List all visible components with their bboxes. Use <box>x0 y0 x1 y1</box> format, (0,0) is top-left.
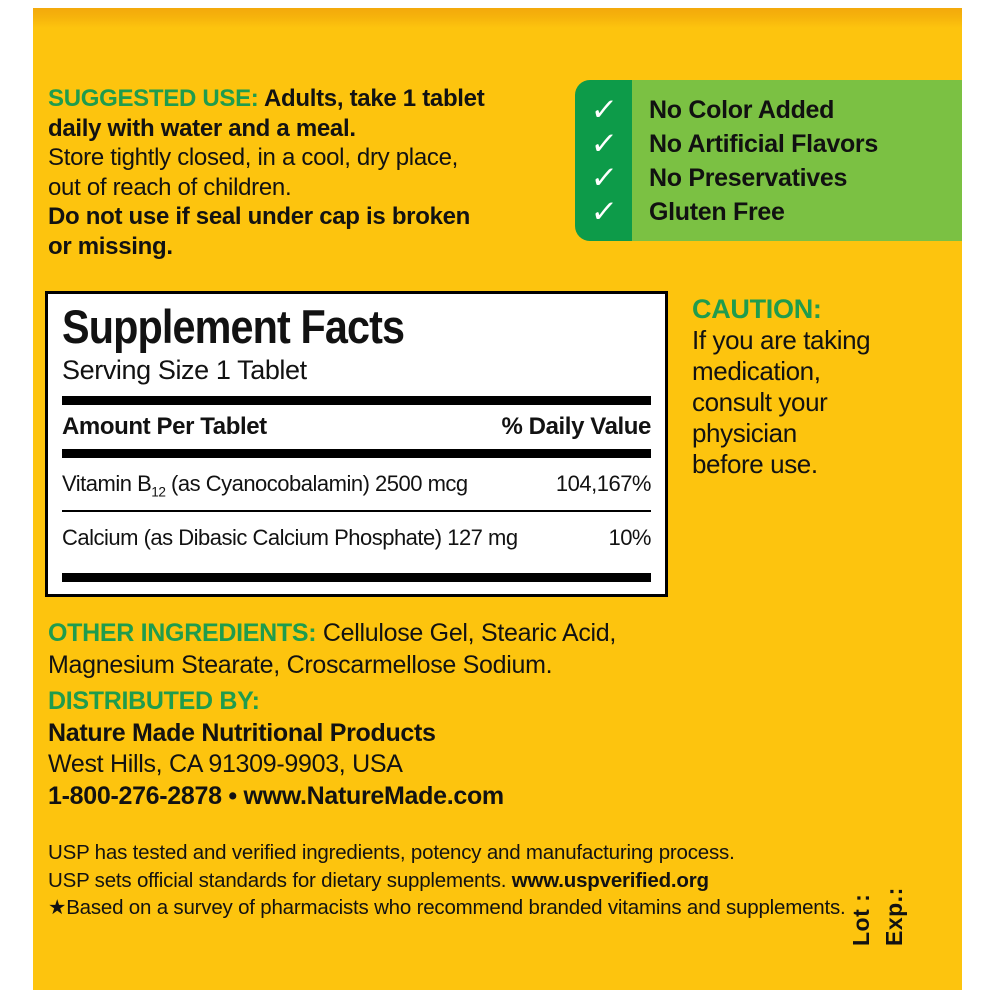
lot-exp-section: Lot : Exp.: <box>832 842 924 946</box>
distributed-by-heading: DISTRIBUTED BY: <box>48 687 260 715</box>
nutrient-row: Vitamin B12 (as Cyanocobalamin) 2500 mcg… <box>62 458 652 512</box>
facts-column-headers: Amount Per Tablet % Daily Value <box>62 405 651 449</box>
exp-label: Exp.: <box>881 887 907 946</box>
seal-warning-line: Do not use if seal under cap is broken <box>48 203 471 230</box>
nutrient-name: Calcium (as Dibasic Calcium Phosphate) 1… <box>62 525 518 550</box>
usp-footnotes-section: USP has tested and verified ingredients,… <box>48 839 928 922</box>
other-ingredients-section: OTHER INGREDIENTS: Cellulose Gel, Steari… <box>48 618 688 681</box>
supplement-facts-panel: Supplement Facts Serving Size 1 Tablet A… <box>45 291 668 597</box>
suggested-use-line: SUGGESTED USE: Adults, take 1 tablet <box>48 84 573 114</box>
company-name: Nature Made Nutritional Products <box>48 718 436 747</box>
yellow-label-background: SUGGESTED USE: Adults, take 1 tablet dai… <box>33 8 962 990</box>
nutrient-row: Calcium (as Dibasic Calcium Phosphate) 1… <box>62 512 651 564</box>
usp-line: USP has tested and verified ingredients,… <box>48 841 735 864</box>
nutrient-daily-value: 10% <box>608 525 651 550</box>
nutrient-name: Vitamin B12 (as Cyanocobalamin) 2500 mcg <box>62 471 468 500</box>
usp-url: www.uspverified.org <box>511 868 709 892</box>
company-address: West Hills, CA 91309-9903, USA <box>48 750 403 778</box>
seal-warning-line: or missing. <box>48 232 173 260</box>
suggested-use-section: SUGGESTED USE: Adults, take 1 tablet dai… <box>48 84 573 261</box>
lot-label: Lot : <box>848 893 874 946</box>
checkmark-icon: ✓ <box>588 193 619 229</box>
checkmark-icon: ✓ <box>588 159 619 195</box>
storage-instructions-line: out of reach of children. <box>48 173 292 201</box>
nutrient-amount: 2500 mcg <box>375 471 468 496</box>
checkmark-icon: ✓ <box>588 125 619 161</box>
supplement-facts-title: Supplement Facts <box>62 300 405 353</box>
caution-heading: CAUTION: <box>692 294 822 324</box>
other-ingredients-heading: OTHER INGREDIENTS: <box>48 619 317 647</box>
thick-rule <box>62 396 651 405</box>
benefit-item: No Artificial Flavors <box>649 129 878 158</box>
other-ingredients-line: OTHER INGREDIENTS: Cellulose Gel, Steari… <box>48 618 688 650</box>
caution-text-line: before use. <box>692 449 818 479</box>
benefit-item: No Color Added <box>649 95 835 124</box>
usp-line: USP sets official standards for dietary … <box>48 868 709 892</box>
caution-section: CAUTION: If you are taking medication, c… <box>692 293 912 480</box>
benefits-callout-box: ✓ ✓ ✓ ✓ No Color Added No Artificial Fla… <box>575 80 962 241</box>
benefit-item: No Preservatives <box>649 163 848 192</box>
suggested-use-text: Adults, take 1 tablet <box>263 85 485 112</box>
star-icon: ★ <box>48 896 67 919</box>
serving-size: Serving Size 1 Tablet <box>62 355 307 385</box>
benefits-list: No Color Added No Artificial Flavors No … <box>632 80 962 241</box>
suggested-use-heading: SUGGESTED USE: <box>48 85 259 112</box>
survey-footnote-line: ★Based on a survey of pharmacists who re… <box>48 896 846 919</box>
daily-value-header: % Daily Value <box>501 413 651 440</box>
thick-rule <box>62 449 651 458</box>
other-ingredients-line: Magnesium Stearate, Croscarmellose Sodiu… <box>48 650 553 679</box>
caution-text-line: physician <box>692 418 797 448</box>
amount-per-tablet-header: Amount Per Tablet <box>62 413 267 440</box>
suggested-use-line: daily with water and a meal. <box>48 114 356 142</box>
other-ingredients-text: Cellulose Gel, Stearic Acid, <box>322 619 617 647</box>
caution-text-line: If you are taking <box>692 325 871 355</box>
thick-rule <box>62 573 651 582</box>
storage-instructions-line: Store tightly closed, in a cool, dry pla… <box>48 144 458 171</box>
nutrient-daily-value: 104,167% <box>555 471 652 496</box>
distributed-by-section: DISTRIBUTED BY: Nature Made Nutritional … <box>48 686 688 812</box>
caution-text-line: medication, <box>692 356 821 386</box>
caution-text-line: consult your <box>692 387 828 417</box>
checkmark-strip: ✓ ✓ ✓ ✓ <box>575 80 632 241</box>
benefit-item: Gluten Free <box>649 197 785 226</box>
nutrient-amount: 127 mg <box>447 525 518 550</box>
checkmark-icon: ✓ <box>588 91 619 127</box>
contact-line: 1-800-276-2878 • www.NatureMade.com <box>48 781 504 810</box>
subscript: 12 <box>151 484 166 500</box>
